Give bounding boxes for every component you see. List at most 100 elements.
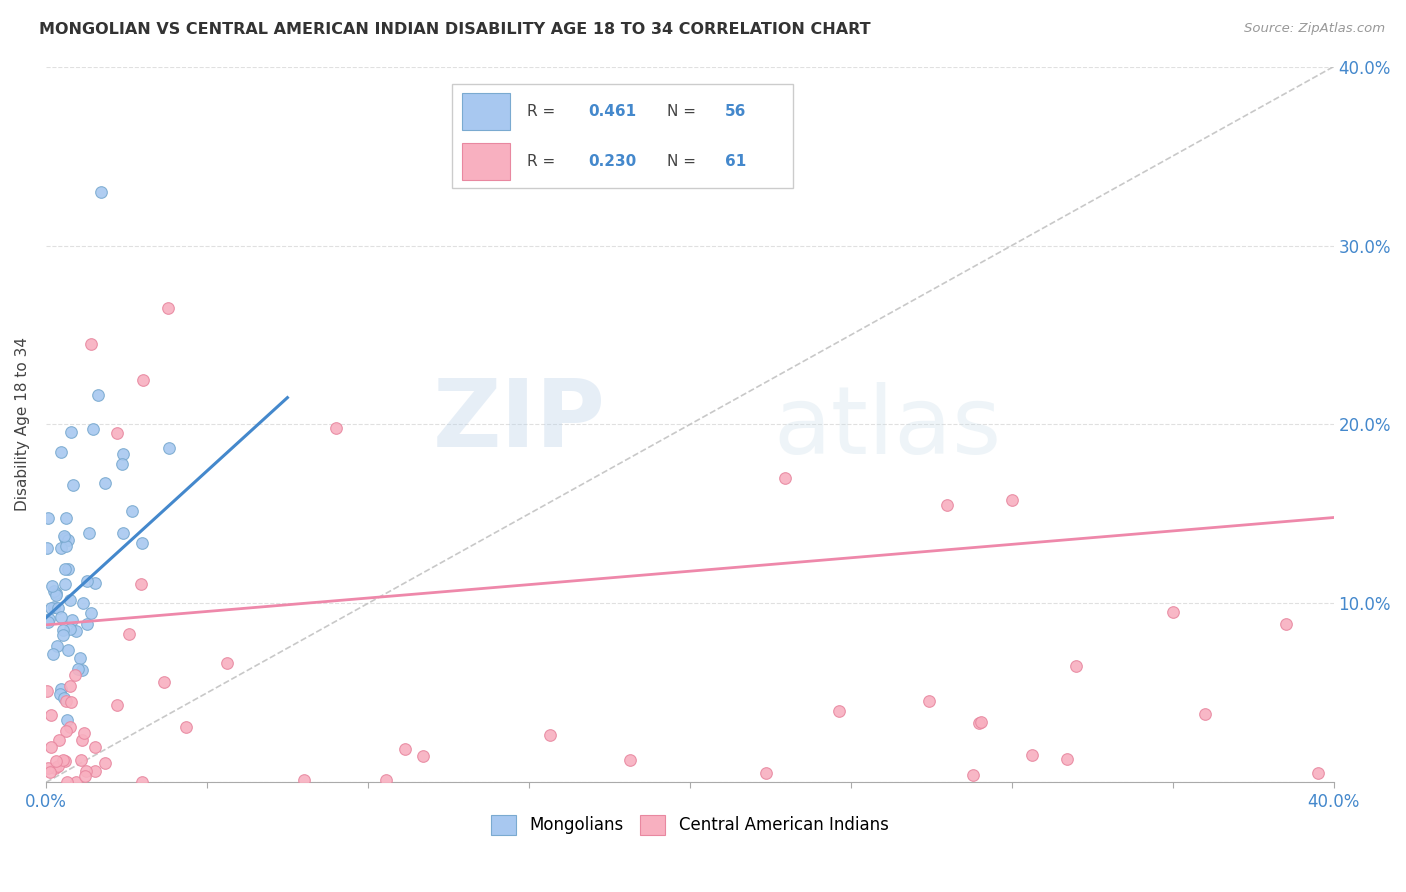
Point	[44, 761, 66, 775]
Point	[73, 726, 96, 740]
Point	[55, 511, 77, 525]
Point	[754, 766, 776, 780]
Point	[80, 337, 103, 351]
Point	[62, 478, 84, 492]
Point	[44, 584, 66, 599]
Point	[152, 675, 174, 690]
Point	[72, 732, 94, 747]
Point	[325, 421, 347, 435]
Point	[157, 301, 180, 315]
Point	[72, 596, 94, 610]
Point	[93, 475, 115, 490]
Point	[105, 698, 128, 712]
Point	[63, 668, 86, 682]
Point	[58, 679, 80, 693]
Point	[1194, 707, 1216, 722]
Point	[157, 441, 180, 455]
Point	[52, 690, 75, 705]
Point	[967, 715, 990, 730]
Point	[59, 425, 82, 439]
Point	[76, 617, 98, 632]
Point	[970, 715, 993, 730]
Point	[131, 373, 153, 387]
Point	[118, 626, 141, 640]
Point	[55, 724, 77, 739]
Point	[52, 753, 75, 767]
Point	[131, 536, 153, 550]
Point	[41, 739, 63, 754]
Point	[53, 532, 76, 546]
Point	[46, 601, 69, 615]
Point	[52, 628, 75, 642]
Point	[65, 775, 87, 789]
Point	[112, 447, 135, 461]
Point	[45, 588, 67, 602]
Point	[55, 562, 77, 576]
Point	[83, 576, 105, 591]
Point	[42, 648, 65, 662]
Point	[1001, 492, 1024, 507]
Point	[1161, 606, 1184, 620]
Text: MONGOLIAN VS CENTRAL AMERICAN INDIAN DISABILITY AGE 18 TO 34 CORRELATION CHART: MONGOLIAN VS CENTRAL AMERICAN INDIAN DIS…	[39, 22, 870, 37]
Text: Source: ZipAtlas.com: Source: ZipAtlas.com	[1244, 22, 1385, 36]
Point	[58, 642, 80, 657]
Point	[55, 539, 77, 553]
Point	[70, 753, 93, 767]
Point	[83, 764, 105, 778]
Point	[59, 622, 82, 636]
Point	[55, 694, 77, 708]
Point	[49, 687, 72, 701]
Point	[105, 426, 128, 441]
Point	[75, 764, 97, 778]
Point	[37, 761, 59, 775]
Point	[53, 754, 76, 768]
Point	[56, 713, 79, 727]
Point	[94, 756, 117, 770]
Point	[292, 772, 315, 787]
Point	[84, 740, 107, 755]
Point	[70, 663, 93, 677]
Point	[79, 526, 101, 541]
Point	[82, 422, 104, 436]
Point	[1064, 659, 1087, 673]
Point	[131, 775, 153, 789]
Point	[619, 753, 641, 767]
Point	[773, 471, 796, 485]
Point	[41, 579, 63, 593]
Point	[828, 704, 851, 718]
Y-axis label: Disability Age 18 to 34: Disability Age 18 to 34	[15, 337, 30, 511]
Point	[59, 592, 82, 607]
Point	[42, 599, 65, 614]
Point	[962, 768, 984, 782]
Point	[111, 457, 134, 471]
Point	[49, 681, 72, 696]
Point	[1021, 748, 1043, 763]
Point	[58, 533, 80, 547]
Point	[56, 774, 79, 789]
Point	[87, 388, 110, 402]
Point	[79, 607, 101, 621]
Point	[1274, 617, 1296, 632]
Point	[1056, 752, 1078, 766]
Point	[52, 623, 75, 637]
Text: atlas: atlas	[773, 382, 1001, 474]
Text: ZIP: ZIP	[433, 375, 606, 467]
Point	[51, 445, 73, 459]
Point	[45, 639, 67, 653]
Point	[53, 577, 76, 591]
Point	[39, 600, 62, 615]
Point	[412, 749, 434, 764]
Point	[131, 577, 153, 591]
Point	[174, 720, 197, 734]
Point	[59, 720, 82, 734]
Point	[35, 684, 58, 698]
Point	[69, 651, 91, 665]
Point	[35, 541, 58, 555]
Point	[215, 657, 238, 671]
Point	[67, 662, 90, 676]
Legend: Mongolians, Central American Indians: Mongolians, Central American Indians	[491, 814, 889, 835]
Point	[59, 695, 82, 709]
Point	[73, 768, 96, 782]
Point	[394, 742, 416, 756]
Point	[76, 574, 98, 588]
